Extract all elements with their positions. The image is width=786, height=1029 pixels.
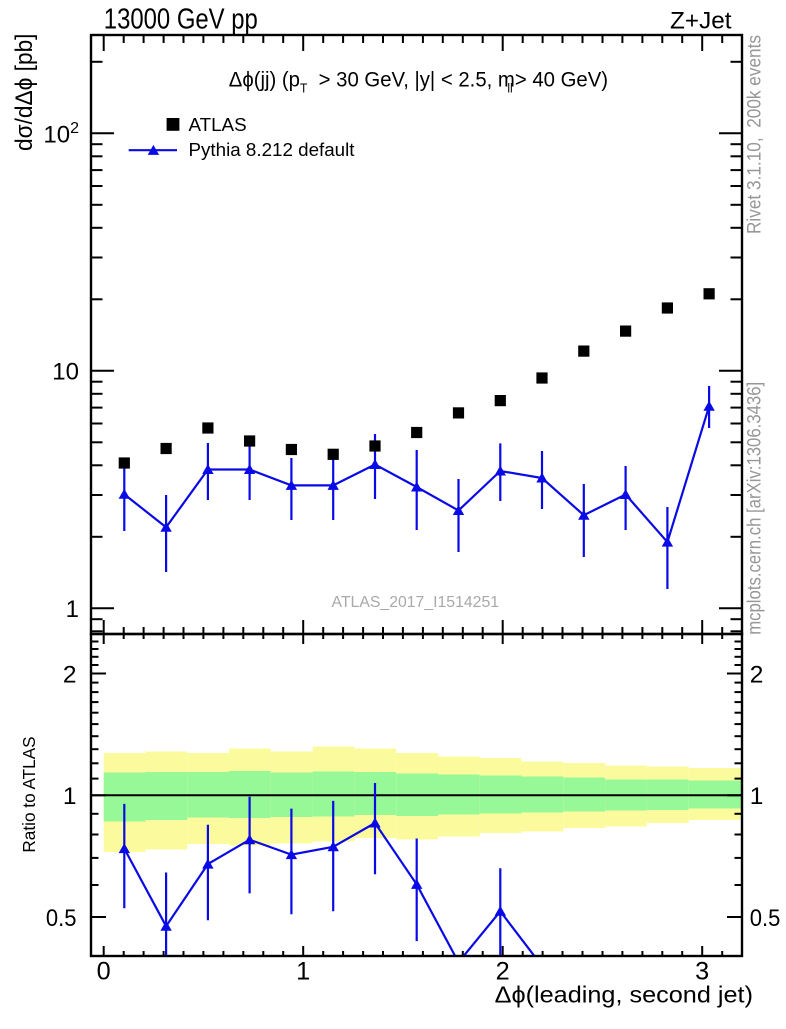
- svg-text:Δϕ(jj) (pT > 30 GeV, |y| < 2.: Δϕ(jj) (pT > 30 GeV, |y| < 2.5, mll > 40 …: [229, 68, 608, 95]
- svg-text:0.5: 0.5: [750, 905, 781, 932]
- svg-text:Z+Jet: Z+Jet: [670, 8, 732, 35]
- svg-text:dσ/dΔϕ [pb]: dσ/dΔϕ [pb]: [11, 33, 38, 151]
- svg-text:0.5: 0.5: [46, 905, 77, 932]
- svg-text:1: 1: [66, 596, 79, 623]
- svg-text:2: 2: [63, 661, 77, 688]
- svg-text:2: 2: [496, 957, 510, 985]
- svg-text:3: 3: [695, 957, 709, 985]
- svg-text:1: 1: [750, 783, 764, 810]
- svg-text:2: 2: [750, 661, 764, 688]
- svg-text:Δϕ(leading, second jet): Δϕ(leading, second jet): [495, 982, 753, 1008]
- svg-text:0: 0: [97, 957, 111, 985]
- svg-text:Ratio to ATLAS: Ratio to ATLAS: [19, 736, 39, 852]
- svg-text:Rivet 3.1.10, 200k events: Rivet 3.1.10, 200k events: [744, 35, 766, 234]
- svg-text:mcplots.cern.ch [arXiv:1306.34: mcplots.cern.ch [arXiv:1306.3436]: [744, 382, 766, 635]
- svg-text:ATLAS: ATLAS: [189, 114, 247, 135]
- svg-text:10: 10: [52, 359, 79, 386]
- svg-text:1: 1: [296, 957, 310, 985]
- svg-text:ATLAS_2017_I1514251: ATLAS_2017_I1514251: [332, 594, 500, 611]
- svg-text:Pythia 8.212 default: Pythia 8.212 default: [189, 139, 356, 160]
- svg-text:13000 GeV pp: 13000 GeV pp: [104, 4, 258, 36]
- svg-text:1: 1: [63, 783, 77, 810]
- svg-text:102: 102: [43, 120, 79, 148]
